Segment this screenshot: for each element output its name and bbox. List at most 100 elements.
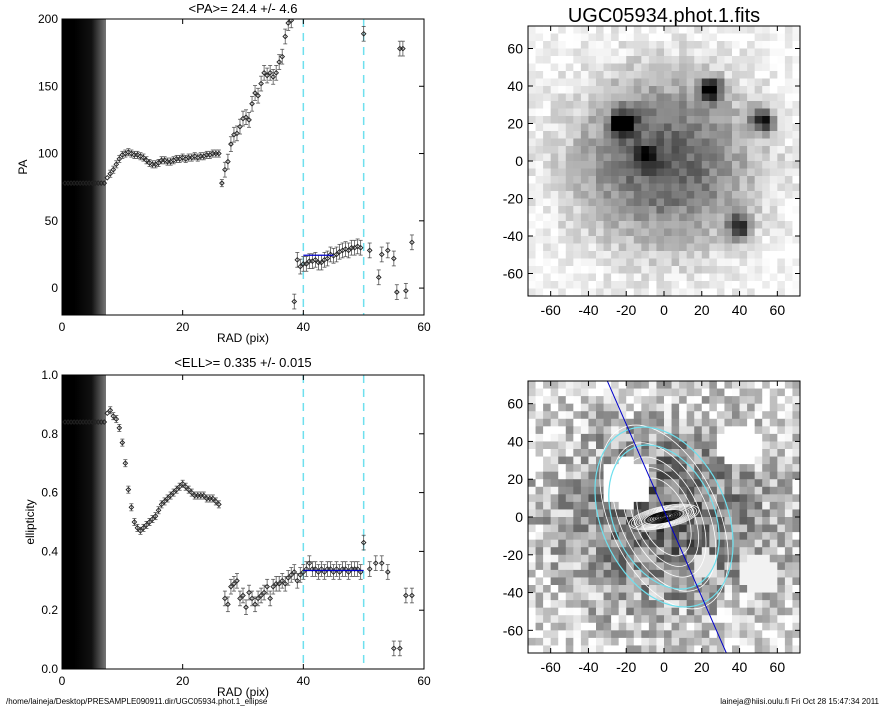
galaxy-pixel	[656, 281, 665, 289]
isophote-pixel	[709, 524, 718, 533]
galaxy-pixel	[747, 93, 756, 102]
galaxy-pixel	[679, 266, 688, 274]
galaxy-pixel	[618, 138, 627, 147]
isophote-pixel	[648, 585, 657, 593]
isophote-pixel	[686, 517, 695, 525]
galaxy-pixel	[679, 56, 688, 64]
isophote-pixel	[611, 532, 620, 541]
isophote-pixel	[611, 607, 620, 616]
isophote-pixel	[641, 403, 650, 412]
isophote-pixel	[656, 600, 665, 609]
galaxy-pixel	[626, 71, 635, 79]
galaxy-pixel	[709, 243, 718, 252]
isophote-pixel	[603, 509, 612, 518]
isophote-pixel	[543, 418, 552, 427]
galaxy-pixel	[618, 146, 627, 154]
isophote-pixel	[792, 486, 801, 495]
galaxy-pixel	[648, 161, 657, 169]
isophote-pixel	[603, 381, 612, 389]
isophote-pixel	[739, 532, 748, 541]
isophote-pixel	[618, 501, 627, 510]
galaxy-pixel	[784, 131, 793, 139]
galaxy-pixel	[709, 258, 718, 267]
isophote-pixel	[596, 418, 604, 427]
galaxy-pixel	[754, 41, 763, 49]
galaxy-pixel	[558, 168, 567, 177]
isophote-pixel	[558, 562, 567, 571]
isophote-pixel	[535, 577, 544, 586]
galaxy-pixel	[732, 191, 740, 199]
galaxy-pixel	[588, 63, 597, 72]
galaxy-pixel	[588, 288, 597, 297]
galaxy-pixel	[535, 33, 544, 42]
isophote-pixel	[588, 479, 597, 488]
galaxy-pixel	[648, 176, 657, 184]
galaxy-pixel	[664, 56, 672, 64]
galaxy-pixel	[648, 41, 657, 49]
isophote-pixel	[769, 426, 778, 435]
isophote-pixel	[611, 471, 620, 480]
galaxy-pixel	[528, 243, 536, 252]
ellipticity-point	[312, 566, 319, 572]
isophote-pixel	[762, 577, 771, 586]
galaxy-pixel	[596, 33, 604, 42]
isophote-pixel	[679, 396, 688, 405]
galaxy-pixel	[596, 41, 604, 49]
galaxy-pixel	[565, 153, 574, 162]
galaxy-pixel	[550, 183, 559, 192]
isophote-pixel	[701, 388, 710, 397]
isophote-pixel	[739, 585, 748, 593]
galaxy-pixel	[701, 198, 710, 207]
ellipticity-point	[306, 560, 313, 566]
galaxy-image: UGC05934.phot.1.fits -60 -40 -20 0 20 40 60-60…	[503, 5, 801, 318]
isophote-pixel	[747, 449, 756, 457]
isophote-pixel	[580, 396, 589, 405]
galaxy-pixel	[732, 176, 740, 184]
galaxy-pixel	[784, 266, 793, 274]
galaxy-pixel	[656, 108, 665, 117]
isophote-pixel	[754, 554, 763, 563]
galaxy-pixel	[603, 273, 612, 282]
isophote-pixel	[747, 441, 756, 450]
galaxy-pixel	[686, 41, 695, 49]
pa-point	[246, 117, 252, 123]
galaxy-pixel	[641, 108, 650, 117]
galaxy-pixel	[762, 221, 771, 229]
isophote-image-y-tick-label: 0	[515, 509, 523, 525]
isophote-pixel	[716, 479, 725, 488]
galaxy-pixel	[588, 281, 597, 289]
isophote-pixel	[588, 622, 597, 631]
isophote-pixel	[588, 547, 597, 556]
isophote-pixel	[641, 396, 650, 405]
isophote-pixel	[769, 637, 778, 646]
galaxy-pixel	[739, 206, 748, 214]
isophote-pixel	[664, 532, 672, 541]
isophote-pixel	[769, 494, 778, 503]
galaxy-pixel	[739, 123, 748, 132]
isophote-pixel	[611, 388, 620, 397]
isophote-pixel	[754, 396, 763, 405]
isophote-pixel	[543, 645, 552, 654]
galaxy-pixel	[747, 213, 756, 222]
isophote-pixel	[565, 637, 574, 646]
isophote-pixel	[573, 426, 582, 435]
isophote-pixel	[724, 456, 733, 465]
galaxy-pixel	[550, 63, 559, 72]
isophote-pixel	[543, 607, 552, 616]
isophote-pixel	[603, 615, 612, 624]
isophote-pixel	[588, 396, 597, 405]
ellipticity-x-axis-label: RAD (pix)	[217, 685, 269, 699]
galaxy-pixel	[618, 48, 627, 57]
ellipticity-x-tick-label: 0	[59, 674, 66, 688]
galaxy-pixel	[656, 251, 665, 259]
isophote-pixel	[543, 592, 552, 601]
isophote-pixel	[784, 449, 793, 457]
isophote-pixel	[769, 471, 778, 480]
galaxy-pixel	[784, 183, 793, 192]
galaxy-pixel	[694, 258, 703, 267]
isophote-pixel	[550, 622, 559, 631]
isophote-pixel	[611, 479, 620, 488]
galaxy-pixel	[671, 138, 680, 147]
isophote-pixel	[611, 501, 620, 510]
galaxy-pixel	[603, 266, 612, 274]
